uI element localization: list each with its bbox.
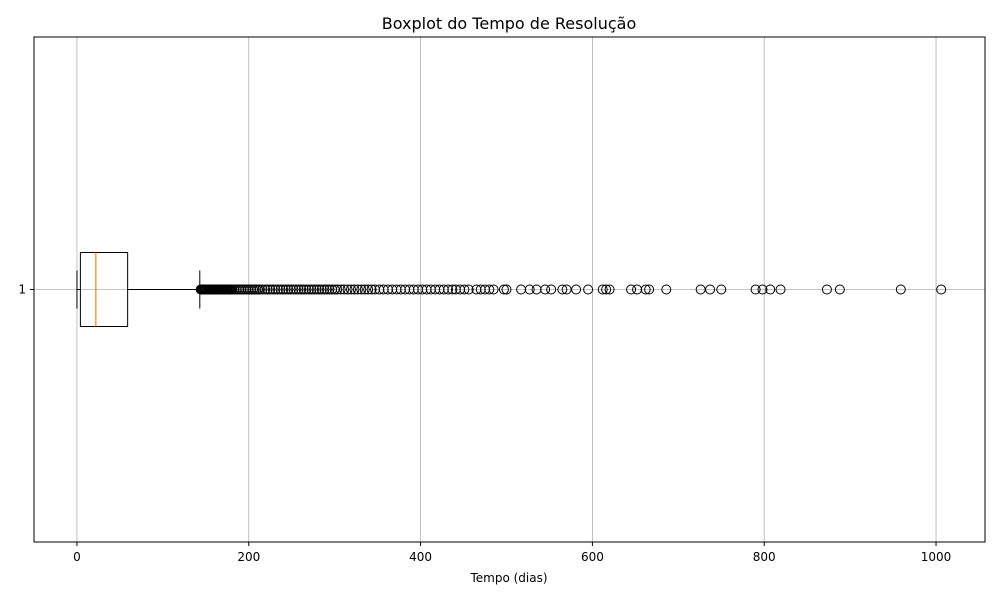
outlier-point [626,284,637,295]
outlier-point [324,284,335,295]
outlier-point [757,284,768,295]
outlier-point [484,284,495,295]
outlier-point [775,284,786,295]
outlier-point [352,284,363,295]
outlier-point [257,284,268,295]
outlier-point [583,284,594,295]
outlier-point [283,284,294,295]
y-axis-ticks: 1 [18,283,34,297]
outlier-point [356,284,367,295]
outlier-point [296,284,307,295]
chart-title: Boxplot do Tempo de Resolução [382,14,636,33]
x-tick-label: 1000 [921,550,952,564]
outlier-point [265,284,276,295]
outlier-point [275,284,286,295]
outlier-point [298,284,309,295]
x-axis-ticks: 0 200 400 600 800 1000 [73,542,951,564]
outlier-point [293,284,304,295]
outlier-point [306,284,317,295]
outlier-point [540,284,551,295]
outlier-point [291,284,302,295]
outlier-point [342,284,353,295]
outlier-point [604,284,615,295]
outlier-point [571,284,582,295]
outlier-point [366,284,377,295]
outlier-point [321,284,332,295]
outlier-point [285,284,296,295]
outlier-point [262,284,273,295]
outlier-point [546,284,557,295]
x-tick-label: 200 [237,550,260,564]
outlier-point [447,284,458,295]
iqr-box [79,252,129,327]
outlier-point [254,284,265,295]
outlier-point [644,284,655,295]
outlier-point [661,284,672,295]
outlier-point [597,284,608,295]
outlier-point [463,284,474,295]
outlier-point [705,284,716,295]
outlier-point [363,284,374,295]
outlier-point [498,284,509,295]
outlier-point [311,284,322,295]
x-axis-label: Tempo (dias) [469,571,547,585]
outlier-point [936,284,947,295]
outlier-point [260,284,271,295]
outlier-point [359,284,370,295]
outlier-point [349,284,360,295]
outlier-point [765,284,776,295]
outlier-point [501,284,512,295]
outlier-point [278,284,289,295]
y-tick-label: 1 [18,283,26,297]
outlier-point [443,284,454,295]
outlier-point [319,284,330,295]
outlier-point [895,284,906,295]
outlier-point [301,284,312,295]
outlier-point [346,284,356,295]
x-tick-label: 600 [581,550,604,564]
outlier-point [716,284,727,295]
outlier-point [288,284,299,295]
outlier-point [488,284,499,295]
boxplot-marks [76,252,201,327]
outlier-point [339,284,350,295]
outlier-point [557,284,568,295]
outlier-point [270,284,281,295]
outlier-point [834,284,845,295]
x-tick-label: 400 [409,550,432,564]
outlier-point [303,284,314,295]
outlier-point [459,284,470,295]
x-tick-label: 800 [753,550,776,564]
x-tick-label: 0 [73,550,81,564]
outlier-point [280,284,291,295]
outlier-point [272,284,283,295]
outlier-point [316,284,327,295]
outlier-point [601,284,612,295]
outlier-point [332,284,343,295]
outlier-point [335,284,346,295]
outlier-point [821,284,832,295]
outlier-point [267,284,278,295]
outlier-point [750,284,761,295]
outlier-point [314,284,325,295]
outlier-point [524,284,535,295]
outlier-point [640,284,651,295]
outlier-points [195,284,947,295]
outlier-point [309,284,320,295]
